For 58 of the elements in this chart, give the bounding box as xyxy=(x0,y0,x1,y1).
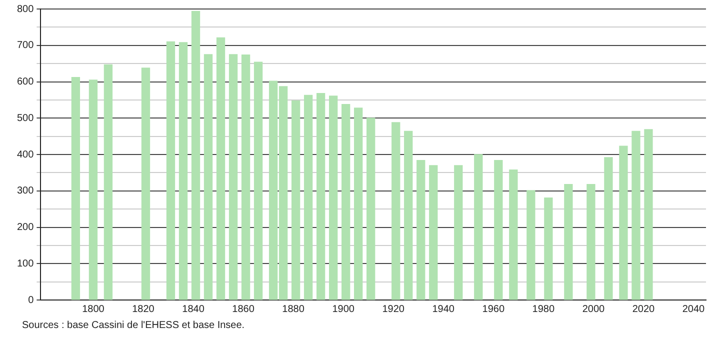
bar xyxy=(604,157,613,300)
bar xyxy=(494,160,503,300)
bar xyxy=(178,42,188,300)
y-tick-label: 600 xyxy=(16,76,34,88)
bar xyxy=(619,146,628,300)
x-tick-label: 1940 xyxy=(432,304,455,315)
bar xyxy=(216,37,226,300)
bar xyxy=(586,184,596,300)
bar xyxy=(166,41,176,300)
bar xyxy=(88,80,98,300)
source-note: Sources : base Cassini de l'EHESS et base Insee. xyxy=(22,320,245,331)
y-tick-label: 800 xyxy=(16,4,34,15)
y-tick-label: 100 xyxy=(16,258,34,270)
x-tick-label: 1920 xyxy=(382,304,405,315)
bar xyxy=(474,154,483,300)
x-tick-label: 1980 xyxy=(532,304,555,315)
bar xyxy=(354,108,363,300)
y-tick-label: 400 xyxy=(16,149,34,160)
y-tick-label: 700 xyxy=(16,40,34,52)
bar xyxy=(454,165,463,300)
y-tick-label: 300 xyxy=(16,186,34,197)
bar xyxy=(509,169,518,300)
bar xyxy=(291,100,300,300)
bar xyxy=(204,54,213,300)
bar xyxy=(342,104,350,300)
x-tick-label: 2000 xyxy=(582,304,606,315)
bar xyxy=(526,190,536,300)
bar xyxy=(141,68,150,300)
bar xyxy=(104,64,113,300)
bar xyxy=(191,10,200,300)
bar xyxy=(404,130,413,300)
x-tick-label: 1800 xyxy=(82,304,105,315)
bar xyxy=(71,77,80,300)
bar xyxy=(392,122,400,300)
bar xyxy=(429,165,438,300)
y-tick-label: 0 xyxy=(28,294,34,306)
bar xyxy=(328,96,338,300)
x-tick-label: 1820 xyxy=(132,304,155,315)
x-tick-label: 1860 xyxy=(232,304,255,315)
x-tick-label: 1960 xyxy=(482,304,505,315)
bar xyxy=(564,184,573,300)
bar xyxy=(366,118,376,300)
bar xyxy=(644,129,653,300)
bar xyxy=(304,94,313,300)
bar xyxy=(416,160,426,300)
y-tick-label: 500 xyxy=(16,112,34,124)
bar xyxy=(316,93,326,300)
bar xyxy=(254,62,263,300)
x-tick-label: 1840 xyxy=(182,304,205,315)
bar xyxy=(228,54,238,300)
x-tick-label: 1900 xyxy=(332,304,355,315)
bar xyxy=(241,54,250,300)
bar xyxy=(544,197,553,300)
x-tick-label: 2020 xyxy=(632,304,656,315)
x-tick-label: 1880 xyxy=(282,304,305,315)
y-tick-label: 200 xyxy=(16,222,34,233)
x-tick-label: 2040 xyxy=(682,304,706,315)
bar xyxy=(632,130,640,300)
